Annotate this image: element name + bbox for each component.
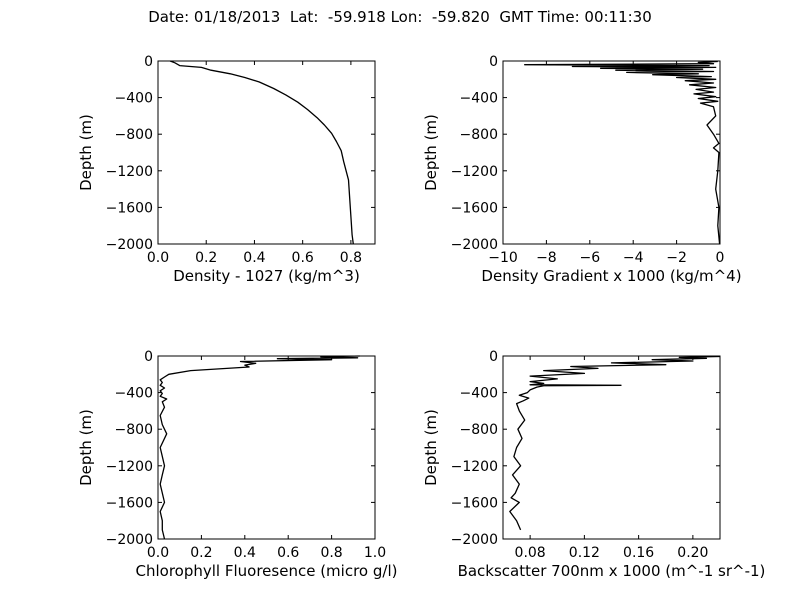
y-tick-label: −2000 [451, 532, 498, 548]
x-tick-label: 0.16 [623, 545, 654, 561]
y-tick-label: 0 [144, 349, 153, 365]
x-tick-label: 1.0 [364, 545, 386, 561]
y-tick-label: −1200 [451, 164, 498, 180]
x-axis-label: Density Gradient x 1000 (kg/m^4) [481, 267, 741, 285]
profile-line [509, 355, 721, 531]
profile-line [169, 60, 354, 245]
x-tick-label: 0 [716, 250, 725, 266]
y-tick-label: −1200 [106, 459, 153, 475]
y-tick-label: −800 [460, 127, 498, 143]
x-tick-label: 0.2 [195, 250, 217, 266]
y-tick-label: −400 [460, 386, 498, 402]
x-tick-label: −10 [488, 250, 518, 266]
figure-title: Date: 01/18/2013 Lat: -59.918 Lon: -59.8… [148, 8, 652, 26]
x-tick-label: −2 [666, 250, 687, 266]
y-axis-label: Depth (m) [422, 114, 440, 191]
y-tick-label: −800 [115, 422, 153, 438]
x-tick-label: 0.8 [320, 545, 342, 561]
x-tick-label: −8 [536, 250, 557, 266]
x-tick-label: −6 [579, 250, 600, 266]
y-tick-label: −2000 [106, 237, 153, 253]
x-axis-label: Density - 1027 (kg/m^3) [173, 267, 360, 285]
y-tick-label: −2000 [451, 237, 498, 253]
x-tick-label: 0.2 [190, 545, 212, 561]
y-tick-label: −1600 [451, 200, 498, 216]
y-tick-label: −1600 [106, 200, 153, 216]
x-tick-label: 0.6 [292, 250, 314, 266]
y-axis-label: Depth (m) [77, 114, 95, 191]
x-axis-label: Chlorophyll Fluoresence (micro g/l) [136, 562, 398, 580]
y-tick-label: −400 [115, 91, 153, 107]
y-tick-label: −1200 [451, 459, 498, 475]
axes-frame [502, 60, 721, 245]
plot-4: 0.08 0.12 0.16 0.20 0 −400 −800 −1200 −1600 −2000… [422, 349, 765, 580]
plot-2: −10 −8 −6 −4 −2 0 0 −400 −800 −1200 −1600 −2000 Dens… [422, 54, 742, 285]
x-axis-label: Backscatter 700nm x 1000 (m^-1 sr^-1) [458, 562, 766, 580]
y-tick-label: −400 [460, 91, 498, 107]
x-tick-label: 0.20 [677, 545, 708, 561]
axes-frame [157, 60, 376, 245]
axes-frame [157, 355, 376, 540]
y-tick-label: 0 [144, 54, 153, 70]
x-tick-label: 0.4 [234, 545, 256, 561]
axes-frame [502, 355, 721, 540]
y-tick-label: −1200 [106, 164, 153, 180]
x-tick-label: 0.0 [147, 250, 169, 266]
y-tick-label: −800 [115, 127, 153, 143]
y-axis-label: Depth (m) [77, 409, 95, 486]
x-tick-label: 0.12 [569, 545, 600, 561]
x-tick-label: 0.0 [147, 545, 169, 561]
x-tick-label: 0.4 [243, 250, 265, 266]
y-tick-label: 0 [489, 349, 498, 365]
plot-1: 0.0 0.2 0.4 0.6 0.8 0 −400 −800 −1200 −1600 −2000 D… [77, 54, 376, 285]
y-tick-label: −1600 [451, 495, 498, 511]
y-tick-label: −400 [115, 386, 153, 402]
y-axis-label: Depth (m) [422, 409, 440, 486]
x-tick-label: 0.8 [340, 250, 362, 266]
profile-line [159, 355, 360, 540]
y-tick-label: −1600 [106, 495, 153, 511]
y-tick-label: −2000 [106, 532, 153, 548]
x-tick-label: 0.08 [515, 545, 546, 561]
y-tick-label: −800 [460, 422, 498, 438]
y-tick-label: 0 [489, 54, 498, 70]
plot-3: 0.0 0.2 0.4 0.6 0.8 1.0 0 −400 −800 −1200 −1600 −20… [77, 349, 397, 580]
x-tick-label: 0.6 [277, 545, 299, 561]
x-tick-label: −4 [623, 250, 644, 266]
profile-line [524, 60, 721, 245]
